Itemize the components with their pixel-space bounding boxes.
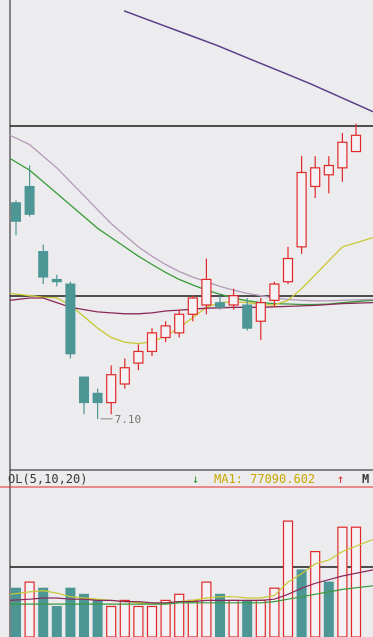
volume-bar [119,599,130,637]
candle-body [201,278,212,306]
volume-bar [350,526,362,637]
volume-bar [11,587,21,637]
volume-bar [323,581,334,637]
volume-bar [24,581,35,637]
candle-body [255,302,266,322]
candle-body [24,185,35,215]
candle-body [119,367,130,385]
candle-body [79,376,89,404]
volume-bar [38,587,49,637]
volume-extra-label: M [362,472,369,486]
candle-body [310,167,321,188]
candle-body [51,278,62,283]
candle-body [146,332,158,353]
volume-bar [255,599,266,637]
volume-bar [133,605,144,637]
candle-body [269,283,280,301]
candle-body [92,392,103,404]
upper-indicator-line [123,10,373,113]
price-ma-line-3 [9,236,373,345]
candle-body [282,257,294,283]
volume-bar [146,605,158,637]
volume-bar [201,581,212,637]
candle-body [174,313,185,334]
candle-body [215,302,225,308]
candle-body [187,297,198,315]
volume-bar [160,599,171,637]
volume-bar [282,520,294,637]
candle-body [228,295,239,306]
price-ma-line-2 [9,134,373,302]
candle-body [38,251,49,278]
volume-bar [187,599,198,637]
volume-bar [106,605,117,637]
price-ma-line-1 [9,157,373,306]
candle-body [160,325,171,339]
volume-indicator-label: OL(5,10,20) [8,472,87,486]
candle-body [296,171,307,248]
volume-bar [51,606,62,637]
candle-body [65,283,76,355]
volume-bar [79,593,89,637]
volume-ma-label: MA1: 77090.602 [214,472,315,486]
volume-bar [228,599,239,637]
volume-down-arrow: ↓ [192,472,199,486]
volume-ma-line-2 [9,569,373,604]
candle-body [350,134,362,153]
candle-body [11,202,21,222]
volume-ma-line-3 [10,585,373,605]
candle-body [133,350,144,364]
volume-ma-up-arrow: ↑ [337,472,344,486]
candle-body [242,304,253,329]
candle-body [337,141,348,169]
volume-bar [296,569,307,637]
low-marker-label: 7.10 [115,413,142,426]
candle-body [323,164,334,176]
volume-bar [337,526,348,637]
volume-bar [65,587,76,637]
candle-body [106,374,117,404]
volume-bar [92,599,103,637]
volume-bar [174,593,185,637]
volume-bar [269,587,280,637]
volume-bar [242,599,253,637]
